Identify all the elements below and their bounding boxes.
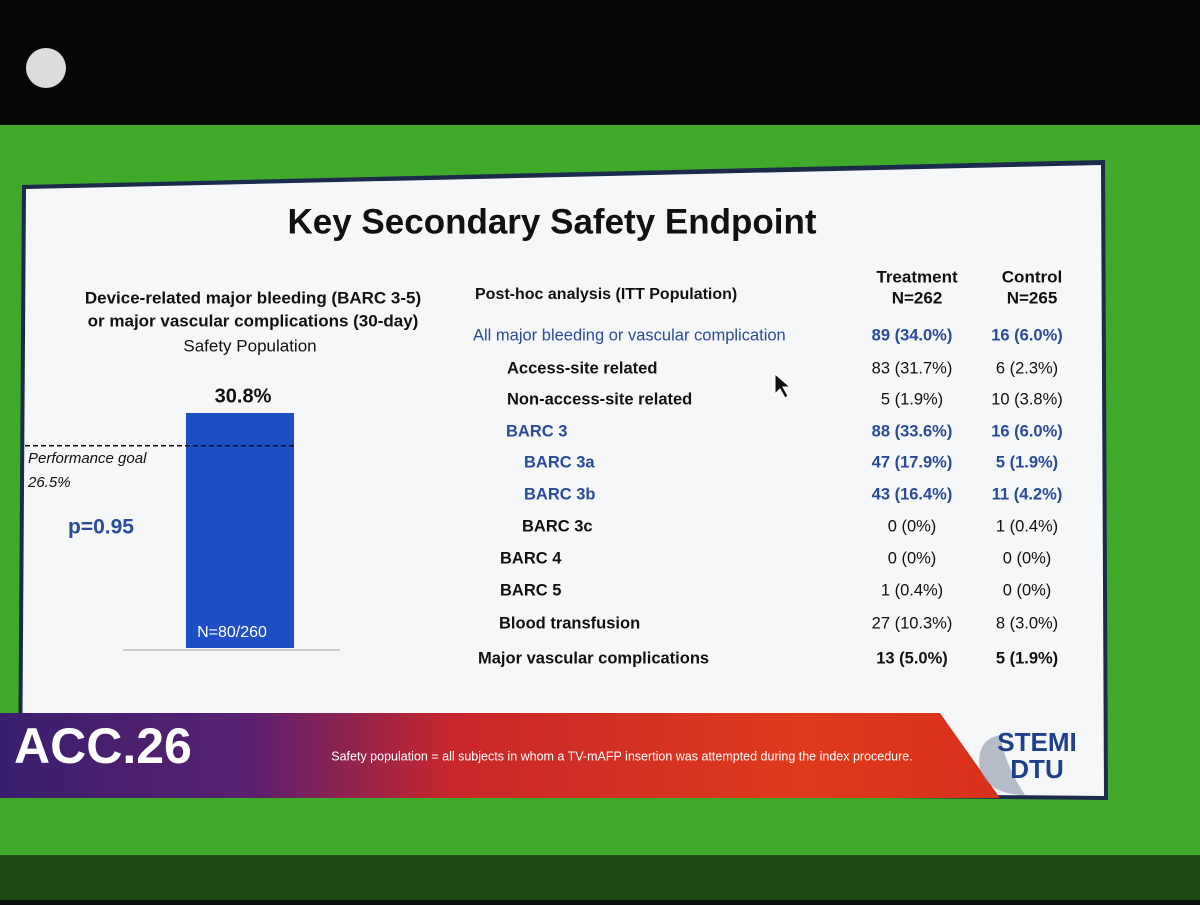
p-value: p=0.95 — [68, 516, 134, 539]
value-label: 30.8% — [215, 385, 272, 407]
column-n: N=262 — [892, 288, 943, 307]
goal-value: 26.5% — [27, 474, 71, 491]
cell-value: 0 (0%) — [1003, 581, 1052, 599]
footer-note: Safety population = all subjects in whom… — [331, 749, 912, 763]
row-label: BARC 3 — [506, 422, 567, 440]
cell-value: 43 (16.4%) — [872, 485, 953, 503]
row-label: BARC 3c — [522, 517, 593, 535]
chart: Device-related major bleeding (BARC 3-5)… — [25, 288, 421, 651]
chart-title: Device-related major bleeding (BARC 3-5) — [85, 288, 421, 307]
logo-text: DTU — [1010, 754, 1063, 784]
cell-value: 8 (3.0%) — [996, 614, 1058, 632]
logo-text: STEMI — [997, 727, 1076, 757]
chart-subtitle: Safety Population — [183, 336, 316, 355]
footer-brand: ACC.26 — [14, 718, 192, 774]
column-n: N=265 — [1007, 288, 1058, 307]
row-label: Non-access-site related — [507, 390, 692, 408]
goal-label: Performance goal — [28, 450, 147, 467]
logo-heart — [979, 735, 1025, 795]
bar-label: N=80/260 — [197, 624, 267, 641]
spotlight — [26, 48, 66, 88]
cell-value: 10 (3.8%) — [991, 390, 1063, 408]
cell-value: 11 (4.2%) — [992, 485, 1063, 503]
table-caption: Post-hoc analysis (ITT Population) — [475, 286, 737, 303]
cell-value: 0 (0%) — [888, 517, 937, 535]
cell-value: 16 (6.0%) — [991, 326, 1063, 344]
cell-value: 6 (2.3%) — [996, 359, 1058, 377]
cell-value: 83 (31.7%) — [872, 359, 953, 377]
table: Post-hoc analysis (ITT Population) Treatm… — [473, 267, 1063, 667]
row-label: BARC 3b — [524, 485, 596, 503]
column-header: Treatment — [876, 267, 958, 286]
slide — [22, 165, 1104, 796]
cell-value: 1 (0.4%) — [881, 581, 943, 599]
row-label: Major vascular complications — [478, 649, 709, 667]
cell-value: 5 (1.9%) — [996, 453, 1058, 471]
bar — [186, 412, 294, 648]
cell-value: 5 (1.9%) — [996, 649, 1058, 667]
cell-value: 13 (5.0%) — [876, 649, 948, 667]
cell-value: 88 (33.6%) — [872, 422, 953, 440]
cell-value: 47 (17.9%) — [872, 453, 953, 471]
ceiling — [0, 0, 1200, 130]
row-label: Access-site related — [507, 359, 657, 377]
row-label: BARC 3a — [524, 453, 595, 471]
row-label: BARC 4 — [500, 549, 562, 567]
mouse-cursor — [774, 372, 792, 399]
row-label: BARC 5 — [500, 581, 561, 599]
row-label: Blood transfusion — [499, 614, 640, 632]
chart-title: or major vascular complications (30-day) — [88, 311, 419, 330]
column-header: Control — [1002, 267, 1062, 286]
cell-value: 1 (0.4%) — [996, 517, 1058, 535]
cell-value: 16 (6.0%) — [991, 422, 1063, 440]
cell-value: 27 (10.3%) — [872, 614, 953, 632]
cell-value: 0 (0%) — [888, 549, 937, 567]
slide-title: Key Secondary Safety Endpoint — [287, 202, 816, 241]
stage-floor — [0, 855, 1200, 900]
footer-band — [0, 713, 1000, 798]
cell-value: 0 (0%) — [1003, 549, 1052, 567]
cell-value: 89 (34.0%) — [872, 326, 953, 344]
cell-value: 5 (1.9%) — [881, 390, 943, 408]
row-label: All major bleeding or vascular complicat… — [473, 326, 786, 344]
